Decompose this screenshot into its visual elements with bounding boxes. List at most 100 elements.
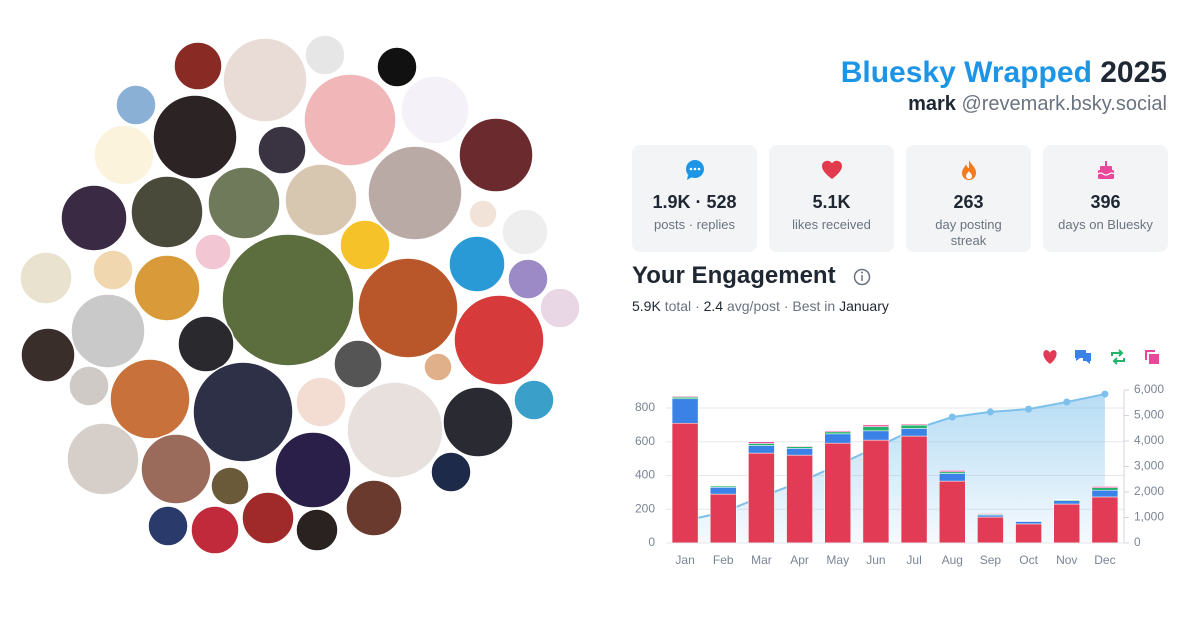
avatar [19,251,73,305]
y2-tick-label: 2,000 [1134,484,1164,498]
x-tick-label: Jul [906,553,921,567]
stat-cards: 1.9K · 528 posts · replies 5.1K likes re… [632,145,1168,252]
total-label: total [664,298,692,314]
wrapped-title: Bluesky Wrapped 2025 [841,56,1167,90]
stat-label: likes received [792,217,871,232]
bar-segment [939,471,966,474]
avatar [70,293,146,369]
bar-segment [900,424,928,429]
stat-card: 5.1K likes received [769,145,894,252]
stat-value: 5.1K [812,192,851,212]
bar-segment [671,396,699,400]
avatar [68,365,110,407]
avatar [448,235,506,293]
avatar [177,315,235,373]
y2-tick-label: 1,000 [1134,510,1164,524]
x-tick-label: Mar [751,553,772,567]
line-point [1025,405,1033,413]
avatar [400,75,470,145]
stat-label: posts · replies [654,217,735,232]
avatar [513,379,555,421]
bar-segment [977,516,1004,544]
avatar [274,431,352,509]
bar-segment [1091,486,1119,488]
title-text: Bluesky Wrapped [840,56,1092,89]
line-point [986,408,994,416]
avatar [367,145,463,241]
bar-segment [824,442,851,544]
bar-segment [1091,496,1119,544]
y2-tick-label: 4,000 [1134,433,1164,447]
bar-segment [671,422,699,544]
area [685,394,1105,543]
avatar [304,34,346,76]
stat-card: 263 day posting streak [906,145,1031,252]
bar-segment [748,441,775,444]
bar-segment [710,493,737,544]
bar-segment [900,423,928,426]
y2-tick-label: 5,000 [1134,408,1164,422]
bar-segment [900,435,928,544]
x-tick-label: Apr [790,553,809,567]
avatar [210,466,250,506]
stat-value: 1.9K · 528 [652,192,737,212]
avatar [20,327,76,383]
x-tick-label: Dec [1094,553,1115,567]
avatar [115,84,157,126]
bar-segment [1091,487,1119,491]
avatar [93,124,155,186]
avatar [423,352,453,382]
x-tick-label: Aug [942,553,963,567]
bar-segment [1053,503,1080,544]
cake-icon [1097,161,1114,179]
bar-segment [748,452,775,544]
bar-segment [786,454,813,544]
engagement-summary: 5.9K total · 2.4 avg/post · Best in Janu… [632,298,889,314]
avatar [257,125,307,175]
separator: · [783,298,789,314]
avatar [346,381,444,479]
display-name: mark [908,93,956,115]
avatar [192,361,294,463]
y-tick-label: 600 [635,434,655,448]
bar-segment [748,445,775,454]
bar-segment [1091,489,1119,498]
legend-icon [1111,349,1125,365]
bar-segment [900,428,928,437]
avatar [468,199,498,229]
avg-label: avg/post [726,298,780,314]
avatar [303,73,397,167]
x-tick-label: Sep [980,553,1002,567]
avatar [507,258,549,300]
best-label: Best in [792,298,836,314]
stat-card: 1.9K · 528 posts · replies [632,145,757,252]
avatar [333,339,383,389]
bar-segment [786,448,813,456]
bar-segment [939,480,966,544]
avatar [442,386,514,458]
bar-segment [862,424,890,427]
y2-tick-label: 6,000 [1134,382,1164,396]
bar-segment [710,487,737,495]
avatar [222,37,308,123]
stat-label: day posting streak [935,217,1002,248]
avatar [147,505,189,547]
y-tick-label: 400 [635,468,655,482]
x-tick-label: Jan [675,553,694,567]
avatar [339,219,391,271]
heart-icon [821,160,842,179]
engagement-chart: 0 200 400 600 800 0 1,000 2,000 3,000 4,000 5,000 6… [635,349,1164,567]
chat-icon [685,160,704,180]
separator: · [695,298,700,314]
avatar [66,422,140,496]
info-icon [853,268,871,286]
legend-icon [1145,350,1159,364]
bar-segment [824,431,851,435]
avatar [539,287,581,329]
avatar [60,184,128,252]
legend-icon [1043,350,1057,364]
stat-value: 396 [1090,192,1121,212]
user: mark @revemark.bsky.social [908,93,1167,116]
bar-segment [1015,523,1042,544]
bar-segment [786,445,813,447]
